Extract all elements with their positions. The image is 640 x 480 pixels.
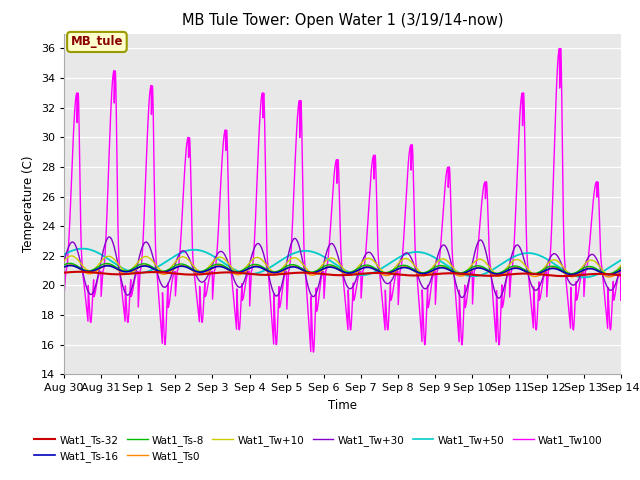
Wat1_Ts-16 <box>504 267 512 273</box>
Wat1_Tw+30 <box>568 282 576 288</box>
Wat1_Ts-16 <box>67 263 74 268</box>
Wat1_Tw100 <box>617 298 625 303</box>
Wat1_Ts-32 <box>76 269 84 275</box>
X-axis label: Time: Time <box>328 399 357 412</box>
Wat1_Tw100 <box>504 270 512 276</box>
Wat1_Tw100 <box>556 46 563 51</box>
Wat1_Ts0 <box>60 264 68 270</box>
Wat1_Ts-32 <box>568 273 576 279</box>
Wat1_Tw+50 <box>216 257 223 263</box>
Wat1_Tw+50 <box>504 257 512 263</box>
Wat1_Ts0 <box>568 274 575 279</box>
Wat1_Tw+10 <box>60 258 68 264</box>
Wat1_Tw+30 <box>371 257 379 263</box>
Wat1_Tw+50 <box>617 257 625 263</box>
Wat1_Ts0 <box>67 262 75 268</box>
Wat1_Ts-8 <box>216 262 223 267</box>
Line: Wat1_Ts-16: Wat1_Ts-16 <box>64 265 621 275</box>
Wat1_Tw100 <box>371 154 379 160</box>
Wat1_Tw100 <box>584 261 591 267</box>
Text: MB_tule: MB_tule <box>70 36 123 48</box>
Wat1_Tw100 <box>60 294 68 300</box>
Wat1_Ts-8 <box>66 261 74 266</box>
Wat1_Ts-32 <box>584 272 591 277</box>
Wat1_Tw+10 <box>606 272 614 278</box>
Wat1_Tw+50 <box>359 272 367 278</box>
Wat1_Tw100 <box>359 271 367 276</box>
Wat1_Ts-16 <box>216 264 223 269</box>
Wat1_Ts-8 <box>60 262 68 268</box>
Line: Wat1_Ts-32: Wat1_Ts-32 <box>64 272 621 276</box>
Wat1_Tw+10 <box>68 253 76 259</box>
Wat1_Tw+50 <box>60 252 68 257</box>
Wat1_Tw+30 <box>505 265 513 271</box>
Wat1_Tw+50 <box>79 246 86 252</box>
Wat1_Ts-16 <box>60 264 68 270</box>
Line: Wat1_Tw+50: Wat1_Tw+50 <box>64 249 621 277</box>
Title: MB Tule Tower: Open Water 1 (3/19/14-now): MB Tule Tower: Open Water 1 (3/19/14-now… <box>182 13 503 28</box>
Wat1_Tw+50 <box>371 269 379 275</box>
Wat1_Ts-8 <box>568 271 575 276</box>
Wat1_Ts-16 <box>568 272 575 277</box>
Wat1_Tw+30 <box>495 295 502 301</box>
Wat1_Ts-8 <box>604 271 612 277</box>
Wat1_Ts0 <box>504 268 512 274</box>
Wat1_Ts-8 <box>584 264 591 270</box>
Wat1_Ts-32 <box>504 272 512 277</box>
Line: Wat1_Tw+30: Wat1_Tw+30 <box>64 237 621 298</box>
Wat1_Ts-16 <box>371 266 379 272</box>
Line: Wat1_Ts-8: Wat1_Ts-8 <box>64 264 621 274</box>
Wat1_Ts-16 <box>605 272 612 277</box>
Wat1_Tw+30 <box>359 258 367 264</box>
Line: Wat1_Tw100: Wat1_Tw100 <box>64 48 621 352</box>
Line: Wat1_Ts0: Wat1_Ts0 <box>64 265 621 277</box>
Wat1_Tw100 <box>216 210 223 216</box>
Wat1_Ts-8 <box>371 265 379 271</box>
Wat1_Tw+30 <box>584 256 591 262</box>
Wat1_Ts-32 <box>359 271 367 276</box>
Wat1_Ts0 <box>605 274 613 280</box>
Wat1_Ts-32 <box>216 270 223 276</box>
Wat1_Ts-16 <box>359 265 367 271</box>
Wat1_Tw+50 <box>568 272 575 277</box>
Wat1_Ts-8 <box>359 263 367 269</box>
Wat1_Tw+10 <box>359 259 367 264</box>
Wat1_Tw+10 <box>584 259 591 264</box>
Wat1_Ts0 <box>359 265 367 271</box>
Wat1_Tw+10 <box>568 272 575 277</box>
Wat1_Tw+30 <box>106 234 113 240</box>
Line: Wat1_Tw+10: Wat1_Tw+10 <box>64 256 621 275</box>
Wat1_Ts0 <box>617 268 625 274</box>
Wat1_Ts-8 <box>617 265 625 271</box>
Wat1_Ts0 <box>216 263 223 269</box>
Wat1_Ts0 <box>584 266 591 272</box>
Legend: Wat1_Ts-32, Wat1_Ts-16, Wat1_Ts-8, Wat1_Ts0, Wat1_Tw+10, Wat1_Tw+30, Wat1_Tw+50,: Wat1_Ts-32, Wat1_Ts-16, Wat1_Ts-8, Wat1_… <box>30 431 607 466</box>
Y-axis label: Temperature (C): Temperature (C) <box>22 156 35 252</box>
Wat1_Tw+50 <box>580 275 588 280</box>
Wat1_Tw+50 <box>584 274 591 280</box>
Wat1_Tw+10 <box>617 263 625 268</box>
Wat1_Tw+30 <box>617 264 625 269</box>
Wat1_Tw100 <box>568 312 576 317</box>
Wat1_Tw+10 <box>216 254 223 260</box>
Wat1_Tw100 <box>310 349 317 355</box>
Wat1_Tw+30 <box>216 249 223 255</box>
Wat1_Ts-16 <box>617 267 625 273</box>
Wat1_Ts0 <box>371 266 379 272</box>
Wat1_Ts-32 <box>617 273 625 278</box>
Wat1_Tw+10 <box>504 263 512 269</box>
Wat1_Ts-32 <box>371 270 379 276</box>
Wat1_Ts-32 <box>60 270 68 276</box>
Wat1_Tw+10 <box>371 259 379 265</box>
Wat1_Ts-16 <box>584 266 591 272</box>
Wat1_Tw+30 <box>60 259 68 264</box>
Wat1_Ts-32 <box>559 273 567 279</box>
Wat1_Ts-8 <box>504 265 512 271</box>
